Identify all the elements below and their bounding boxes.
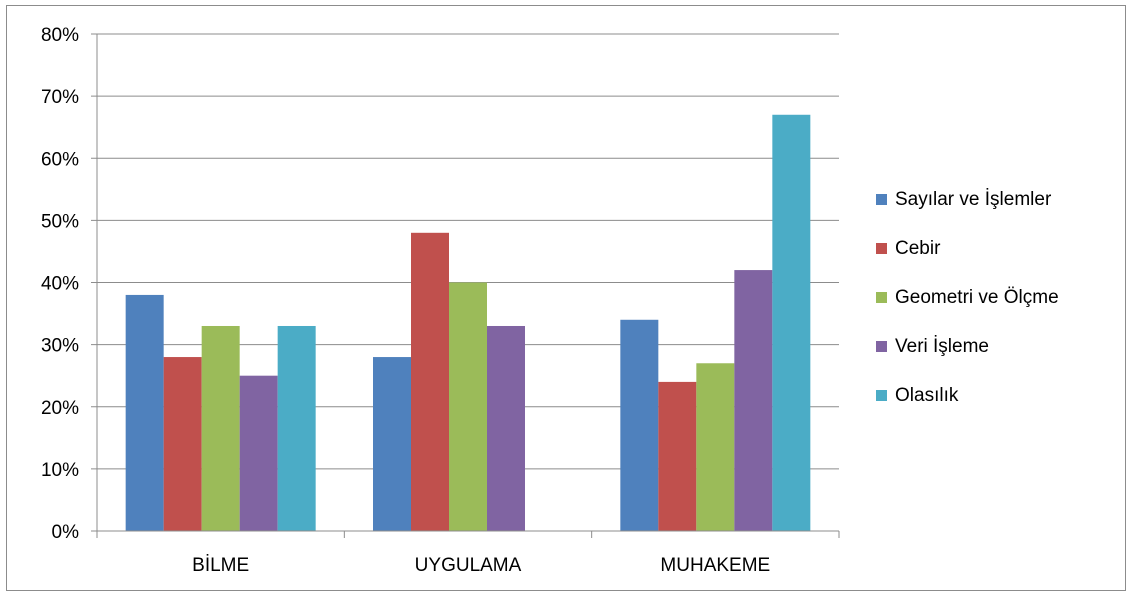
- y-tick-label: 50%: [41, 211, 79, 232]
- bar: [620, 319, 659, 531]
- y-tick-label: 70%: [41, 87, 79, 108]
- legend-label: Sayılar ve İşlemler: [895, 189, 1052, 210]
- axes: 0% 10% 20% 30% 40% 50% 60% 70% 80% BİLME UYGULAMA M…: [41, 25, 840, 576]
- y-tick-label: 30%: [41, 336, 79, 357]
- y-tick-label: 40%: [41, 274, 79, 295]
- legend-label: Geometri ve Ölçme: [895, 287, 1059, 308]
- legend-label: Cebir: [895, 238, 941, 259]
- bar: [239, 375, 278, 531]
- bar: [658, 381, 697, 531]
- legend-swatch: [876, 390, 887, 401]
- bars: [125, 114, 811, 532]
- y-tick-label: 20%: [41, 398, 79, 419]
- chart-frame: 0% 10% 20% 30% 40% 50% 60% 70% 80% BİLME UYGULAMA M…: [6, 5, 1126, 591]
- x-category-label: BİLME: [192, 555, 249, 576]
- y-tick-label: 60%: [41, 149, 79, 170]
- bar: [449, 282, 487, 531]
- legend: Sayılar ve İşlemler Cebir Geometri ve Ölçm…: [876, 189, 1059, 406]
- legend-swatch: [876, 194, 887, 205]
- bar: [125, 294, 164, 531]
- y-tick-label: 10%: [41, 460, 79, 481]
- bar: [201, 325, 240, 531]
- bar: [772, 114, 811, 531]
- y-tick-label: 0%: [52, 522, 80, 543]
- legend-swatch: [876, 243, 887, 254]
- legend-label: Olasılık: [895, 385, 959, 406]
- legend-swatch: [876, 292, 887, 303]
- bar: [163, 357, 202, 531]
- bar: [696, 363, 735, 531]
- bar: [487, 325, 525, 531]
- x-category-label: MUHAKEME: [660, 555, 770, 576]
- legend-swatch: [876, 341, 887, 352]
- bar-chart: 0% 10% 20% 30% 40% 50% 60% 70% 80% BİLME UYGULAMA M…: [41, 25, 1059, 576]
- bar: [734, 270, 773, 531]
- x-category-label: UYGULAMA: [415, 555, 522, 576]
- legend-label: Veri İşleme: [895, 336, 989, 357]
- bar: [373, 357, 411, 531]
- y-tick-label: 80%: [41, 25, 79, 46]
- bar: [411, 232, 449, 532]
- bar: [277, 325, 316, 531]
